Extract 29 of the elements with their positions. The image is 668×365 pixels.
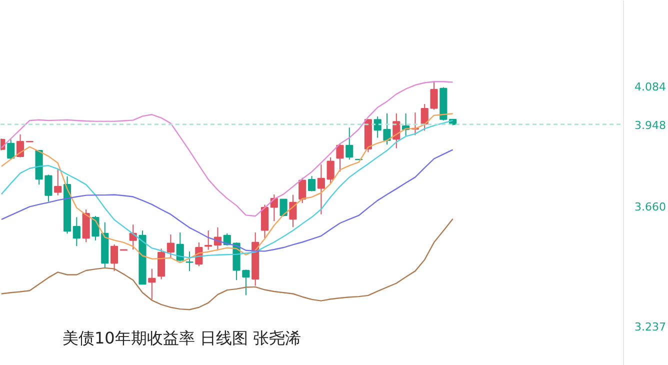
y-tick-label: 3.237 bbox=[634, 320, 666, 334]
line-series bbox=[0, 149, 454, 252]
candlestick bbox=[54, 168, 62, 196]
candlestick bbox=[148, 268, 156, 300]
candlestick bbox=[186, 250, 194, 272]
candlestick bbox=[280, 198, 288, 217]
candlestick bbox=[166, 234, 174, 259]
annotation: 美债10年期收益率 日线图 张尧浠 bbox=[62, 328, 302, 348]
candlestick bbox=[298, 177, 306, 204]
y-tick-label: 4.084 bbox=[634, 80, 666, 94]
candlestick bbox=[260, 204, 269, 239]
candlestick bbox=[242, 269, 250, 296]
candlestick bbox=[326, 156, 334, 184]
candlestick bbox=[317, 164, 325, 215]
candlestick bbox=[430, 81, 438, 110]
candlestick bbox=[7, 138, 15, 160]
candlestick bbox=[308, 176, 316, 192]
candlestick bbox=[158, 248, 166, 280]
candlestick bbox=[336, 142, 344, 172]
candlestick bbox=[16, 134, 24, 158]
y-tick-label: 3.948 bbox=[634, 118, 666, 132]
candlestick bbox=[346, 127, 354, 160]
candlestick bbox=[204, 230, 212, 250]
y-tick-label: 3.660 bbox=[634, 200, 666, 214]
candlestick bbox=[72, 216, 80, 247]
candlestick bbox=[176, 232, 184, 262]
candlestick bbox=[110, 244, 118, 272]
line-series bbox=[0, 218, 454, 310]
candlestick bbox=[420, 104, 428, 132]
